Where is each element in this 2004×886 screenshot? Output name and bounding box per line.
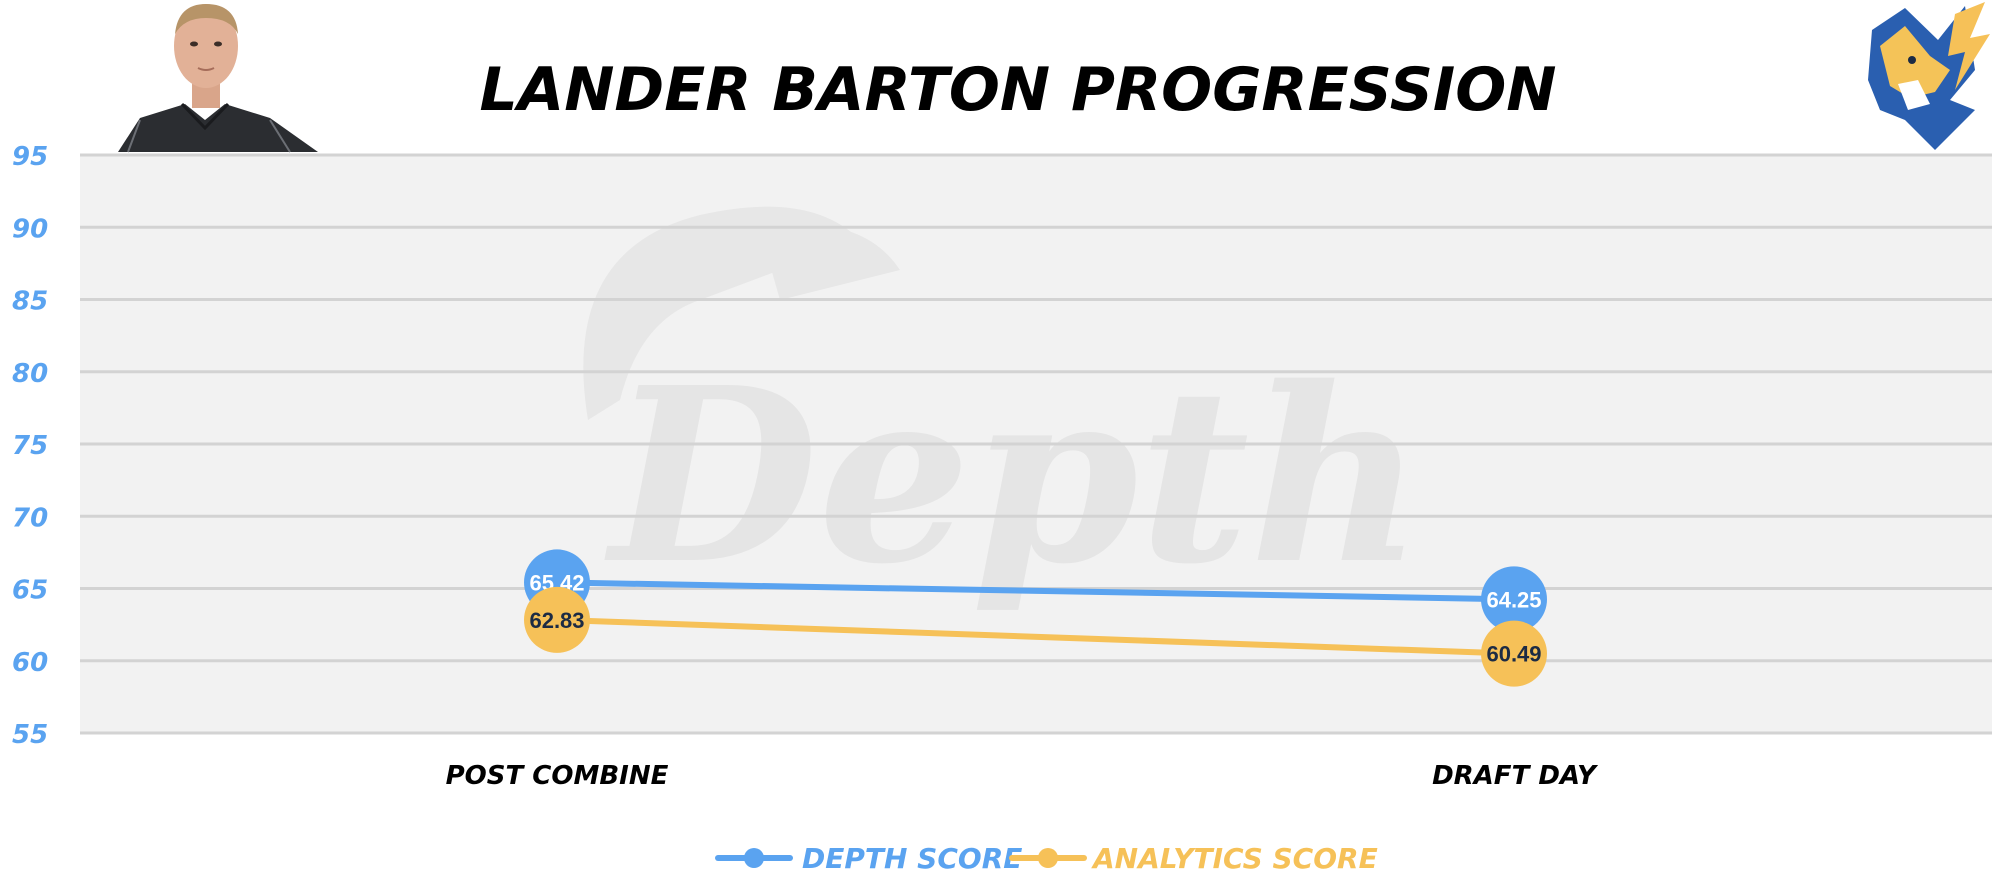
y-tick-label: 90	[12, 214, 48, 244]
y-tick-label: 75	[12, 431, 48, 461]
y-tick-label: 95	[12, 142, 48, 172]
x-axis: POST COMBINE DRAFT DAY	[446, 761, 1599, 791]
data-label: 62.83	[529, 608, 584, 633]
y-tick-label: 70	[12, 503, 48, 533]
player-photo	[118, 4, 318, 153]
y-tick-label: 65	[12, 576, 48, 606]
series-line-depth-score	[554, 579, 1517, 603]
series-line-analytics-score	[554, 616, 1517, 657]
legend-marker	[744, 848, 764, 868]
series-lines	[554, 579, 1517, 657]
legend-marker	[1038, 848, 1058, 868]
chart-title: LANDER BARTON PROGRESSION	[480, 55, 1557, 125]
legend-label: DEPTH SCORE	[802, 842, 1022, 875]
team-logo	[1868, 2, 1990, 150]
grid-lines	[80, 153, 1992, 735]
y-tick-label: 85	[12, 287, 48, 317]
legend: DEPTH SCORE ANALYTICS SCORE	[715, 842, 1378, 875]
svg-text:Depth: Depth	[604, 335, 1424, 617]
y-tick-label: 55	[12, 720, 48, 750]
y-tick-label: 80	[12, 359, 48, 389]
watermark: Depth	[583, 206, 1424, 617]
y-axis: 95 90 85 80 75 70 65 60 55	[12, 142, 48, 750]
data-label: 64.25	[1486, 587, 1541, 612]
y-tick-label: 60	[12, 648, 48, 678]
data-point	[524, 586, 590, 653]
data-point	[1481, 566, 1547, 633]
data-point	[1481, 620, 1547, 687]
x-tick-label: DRAFT DAY	[1432, 761, 1599, 791]
x-tick-label: POST COMBINE	[446, 761, 669, 791]
legend-label: ANALYTICS SCORE	[1091, 842, 1378, 875]
data-label: 60.49	[1486, 642, 1541, 667]
